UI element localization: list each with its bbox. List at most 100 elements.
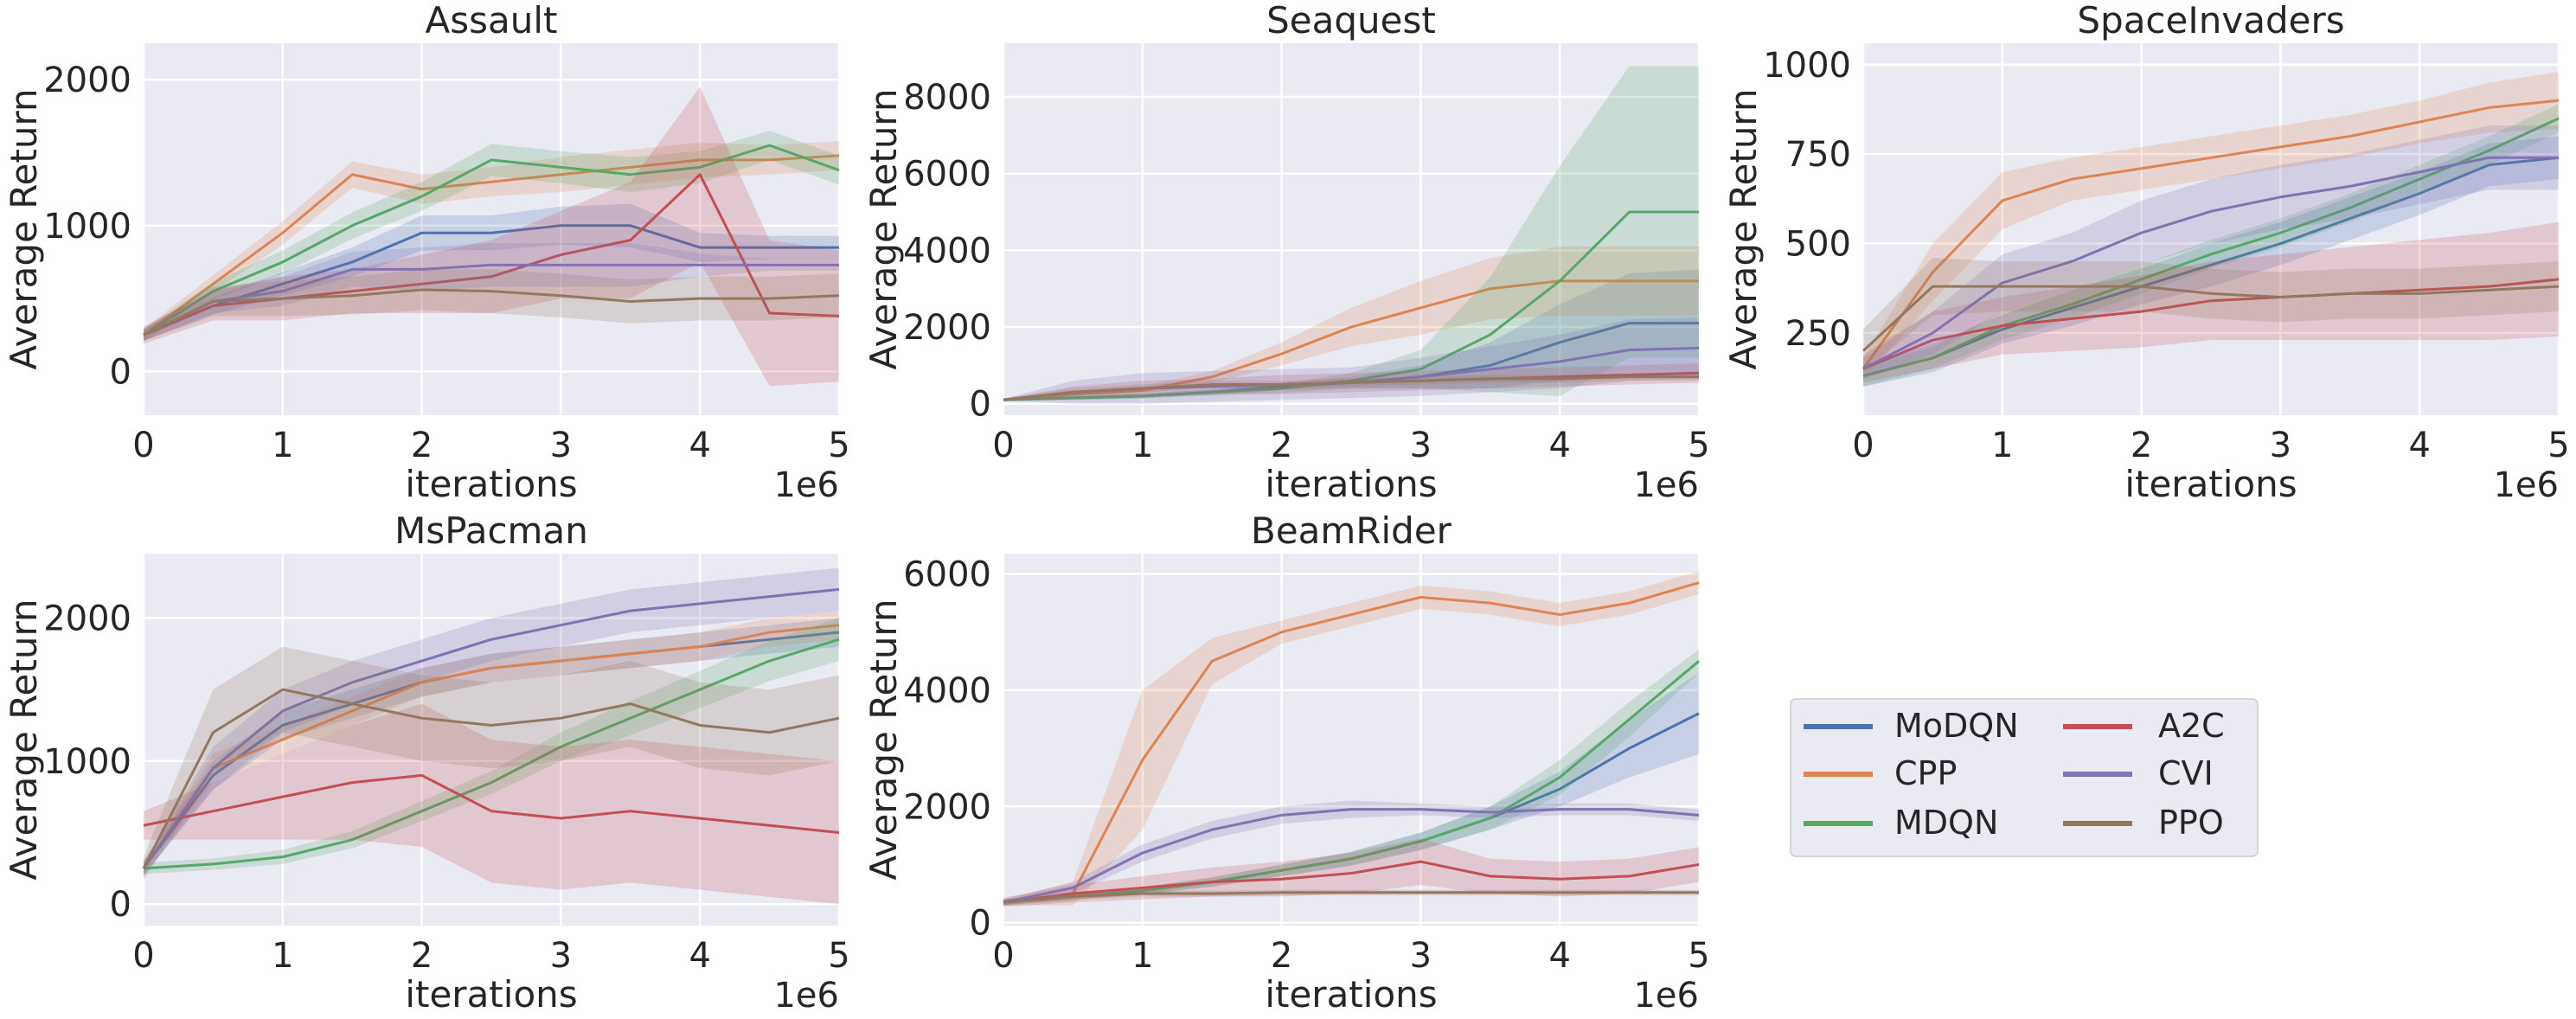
plot-area xyxy=(1003,43,1699,415)
x-tick-label: 2 xyxy=(411,936,433,976)
chart-title: MsPacman xyxy=(394,510,588,552)
x-tick-label: 4 xyxy=(2408,426,2430,465)
x-tick-label: 0 xyxy=(132,936,154,976)
band-ppo xyxy=(144,269,839,341)
series-cvi xyxy=(1003,808,1700,904)
y-axis-label: Average Return xyxy=(1722,88,1765,369)
y-tick-label: 2000 xyxy=(43,599,131,638)
x-tick-label: 3 xyxy=(550,936,572,976)
x-tick-label: 4 xyxy=(689,426,710,465)
y-tick-label: 750 xyxy=(1785,135,1851,175)
series-cvi xyxy=(1862,156,2559,370)
y-tick-label: 0 xyxy=(970,904,991,944)
x-multiplier: 1e6 xyxy=(773,465,839,505)
band-cpp xyxy=(1003,571,1699,906)
x-tick-label: 5 xyxy=(1688,426,1709,465)
y-tick-label: 6000 xyxy=(903,555,991,595)
band-ppo xyxy=(144,646,839,881)
band-cvi xyxy=(1003,317,1699,404)
x-axis-label: iterations xyxy=(1265,463,1437,505)
x-multiplier: 1e6 xyxy=(2493,465,2559,505)
y-tick-label: 1000 xyxy=(43,207,131,247)
band-mdqn xyxy=(1003,66,1699,401)
y-tick-label: 250 xyxy=(1785,314,1851,354)
band-a2c xyxy=(144,87,839,387)
x-tick-label: 0 xyxy=(132,426,154,465)
y-tick-label: 1000 xyxy=(1763,46,1851,86)
legend-entry-a2c: A2C xyxy=(2063,707,2225,745)
y-axis-label: Average Return xyxy=(3,599,45,880)
panel-mspacman: 0 1 2 3 4 5 0 1000 2000 MsPacman iterations 1e6 Aver… xyxy=(3,510,850,1016)
x-tick-label: 2 xyxy=(1271,936,1292,976)
series-mdqn xyxy=(143,638,840,870)
band-cpp xyxy=(144,611,839,876)
series-ppo xyxy=(142,688,840,869)
legend: MoDQN CPP MDQN A2C CVI PPO xyxy=(1790,698,2259,857)
y-tick-label: 2000 xyxy=(903,787,991,827)
x-tick-label: 5 xyxy=(828,936,849,976)
x-tick-label: 4 xyxy=(1548,936,1570,976)
series-ppo xyxy=(1003,891,1699,904)
x-tick-label: 4 xyxy=(689,936,710,976)
y-tick-label: 2000 xyxy=(903,308,991,348)
chart-title: Seaquest xyxy=(1266,0,1436,42)
series-cvi xyxy=(143,263,839,336)
x-tick-label: 3 xyxy=(2270,426,2291,465)
panel-seaquest: 0 1 2 3 4 5 0 2000 4000 6000 8000 Seaquest iteration… xyxy=(862,0,1710,505)
series-mdqn xyxy=(143,144,840,336)
series-cpp xyxy=(1003,581,1700,904)
legend-entry-ppo: PPO xyxy=(2063,804,2224,842)
series-ppo xyxy=(1003,375,1699,401)
band-mdqn xyxy=(144,618,839,875)
series-a2c xyxy=(143,173,840,336)
series-mdqn xyxy=(1003,660,1700,904)
band-mdqn xyxy=(144,131,839,341)
x-tick-label: 1 xyxy=(1131,426,1153,465)
x-tick-label: 3 xyxy=(550,426,572,465)
x-tick-label: 4 xyxy=(1548,426,1570,465)
band-cvi xyxy=(144,243,839,341)
legend-box xyxy=(1790,698,2259,857)
series-cvi xyxy=(142,587,840,869)
x-multiplier: 1e6 xyxy=(1633,976,1699,1016)
legend-label-cpp: CPP xyxy=(1894,754,1957,792)
x-tick-label: 2 xyxy=(1271,426,1292,465)
series-mdqn xyxy=(1862,117,2560,377)
y-axis-label: Average Return xyxy=(862,599,905,880)
series-modqn xyxy=(1862,156,2560,377)
y-tick-label: 0 xyxy=(110,885,131,925)
y-tick-label: 4000 xyxy=(903,231,991,271)
series-cpp xyxy=(1862,99,2560,370)
series-cpp xyxy=(1003,279,1699,401)
x-axis-label: iterations xyxy=(405,973,577,1016)
legend-label-mdqn: MDQN xyxy=(1894,804,1998,842)
plot-area xyxy=(1863,43,2559,415)
y-tick-label: 8000 xyxy=(903,78,991,118)
chart-title: Assault xyxy=(426,0,558,42)
legend-entry-cvi: CVI xyxy=(2063,754,2214,792)
band-modqn xyxy=(144,618,839,876)
x-tick-label: 5 xyxy=(2547,426,2569,465)
band-cvi xyxy=(144,567,839,876)
series-a2c xyxy=(1862,278,2560,370)
x-tick-label: 2 xyxy=(2131,426,2152,465)
x-axis-label: iterations xyxy=(2124,463,2297,505)
x-tick-label: 1 xyxy=(1131,936,1153,976)
x-multiplier: 1e6 xyxy=(1633,465,1699,505)
x-tick-label: 1 xyxy=(1991,426,2013,465)
y-axis-label: Average Return xyxy=(862,88,905,369)
x-tick-label: 0 xyxy=(1852,426,1874,465)
y-tick-label: 6000 xyxy=(903,155,991,195)
y-tick-label: 0 xyxy=(970,385,991,425)
band-a2c xyxy=(144,703,839,905)
band-a2c xyxy=(1863,221,2559,383)
x-tick-label: 2 xyxy=(411,426,433,465)
legend-label-a2c: A2C xyxy=(2158,707,2225,745)
x-tick-label: 5 xyxy=(828,426,849,465)
panel-assault: 0 1 2 3 4 5 0 1000 2000 Assault iterations 1e6 Avera… xyxy=(3,0,850,505)
x-axis-label: iterations xyxy=(405,463,577,505)
x-multiplier: 1e6 xyxy=(773,976,839,1016)
y-tick-label: 4000 xyxy=(903,671,991,711)
legend-label-ppo: PPO xyxy=(2158,804,2224,842)
